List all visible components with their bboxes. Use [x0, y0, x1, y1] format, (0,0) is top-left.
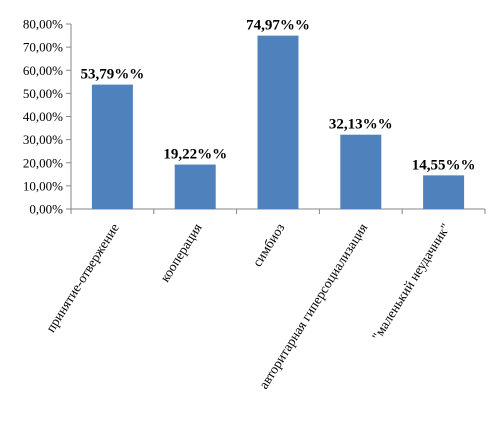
data-label: 14,55%%	[412, 157, 476, 173]
category-label: "маленький неудачник"	[369, 221, 453, 343]
category-label: симбиоз	[249, 221, 287, 270]
data-label: 19,22%%	[163, 147, 227, 163]
y-tick-label: 50,00%	[23, 86, 63, 101]
bar	[174, 164, 216, 209]
category-label: принятие-отвержение	[43, 221, 122, 335]
y-tick-label: 10,00%	[23, 178, 63, 193]
data-label: 53,79%%	[81, 67, 145, 83]
y-axis-ticks: 0,00% 10,00% 20,00% 30,00% 40,00% 50,00% 60,00…	[23, 17, 71, 217]
y-tick-label: 0,00%	[29, 202, 63, 217]
y-tick-label: 40,00%	[23, 109, 63, 124]
y-tick-label: 60,00%	[23, 63, 63, 78]
bar	[340, 134, 382, 209]
y-tick-label: 30,00%	[23, 132, 63, 147]
y-tick-label: 20,00%	[23, 155, 63, 170]
bar	[91, 84, 133, 209]
bar	[423, 175, 465, 209]
data-label: 74,97%%	[246, 18, 310, 34]
data-label: 32,13%%	[329, 117, 393, 133]
category-label: кооперация	[157, 221, 205, 285]
y-tick-label: 80,00%	[23, 17, 63, 32]
y-tick-label: 70,00%	[23, 40, 63, 55]
bars	[91, 35, 465, 210]
data-labels: 53,79%% 19,22%% 74,97%% 32,13%% 14,55%%	[81, 18, 476, 174]
bar	[257, 35, 299, 210]
category-labels: принятие-отвержение кооперация симбиозавто…	[43, 221, 453, 392]
